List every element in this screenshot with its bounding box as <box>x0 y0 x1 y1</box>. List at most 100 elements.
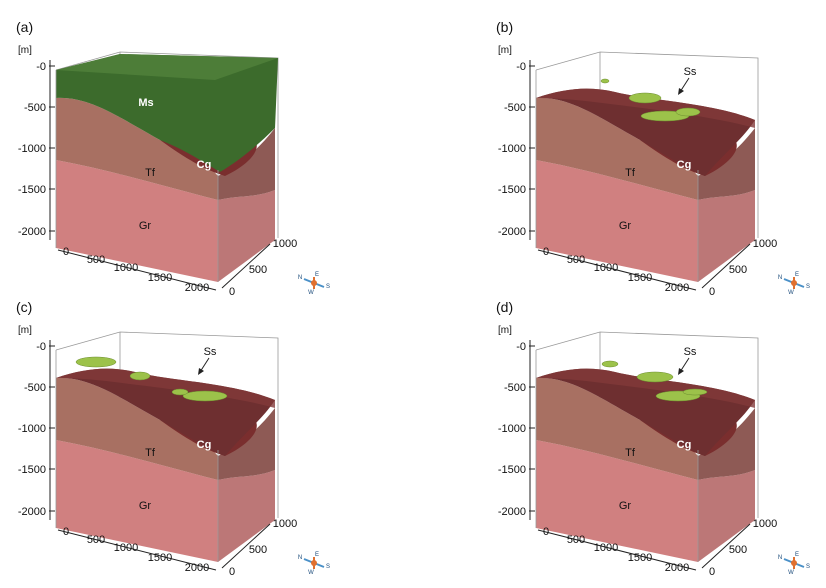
y-tick-label: 1000 <box>753 518 777 530</box>
compass-label-w: W <box>788 570 794 576</box>
z-unit-label: [m] <box>18 325 32 336</box>
layer-label-tf: Tf <box>145 167 156 179</box>
z-tick-label: -2000 <box>498 226 526 238</box>
layer-tf-side <box>218 128 275 200</box>
layer-tf-front <box>536 97 698 200</box>
x-tick-label: 1500 <box>148 552 172 564</box>
layer-gr-side <box>698 470 755 562</box>
compass-icon: N E S W <box>298 552 330 576</box>
y-tick-label: 0 <box>709 286 715 298</box>
y-tick-label: 500 <box>729 264 747 276</box>
compass-icon: N E S W <box>778 552 810 576</box>
compass-label-n: N <box>778 275 782 281</box>
compass-label-s: S <box>326 284 330 290</box>
layer-label-gr: Gr <box>619 220 632 232</box>
ss-patch <box>129 371 151 381</box>
x-tick-label: 1500 <box>148 272 172 284</box>
compass-center <box>791 280 797 286</box>
z-tick-label: -2000 <box>18 226 46 238</box>
compass-label-s: S <box>806 284 810 290</box>
layer-ms <box>56 54 278 172</box>
top-surface-highlight <box>536 88 755 128</box>
box-frame-back <box>55 51 279 238</box>
layer-label-cg: Cg <box>197 439 212 451</box>
compass-label-e: E <box>315 272 319 278</box>
y-axis <box>701 523 751 569</box>
panel-label: (b) <box>496 19 513 35</box>
layer-ms-top <box>56 54 278 80</box>
panel-a: (a) [m] -0 -500 -1000 -1500 -2000 Ms Cg Tf Gr 0 500 1… <box>16 19 330 298</box>
layer-gr-side <box>218 470 275 562</box>
compass-label-e: E <box>795 552 799 558</box>
y-tick-label: 1000 <box>273 238 297 250</box>
x-tick-label: 0 <box>543 526 549 538</box>
ss-patch <box>682 388 708 396</box>
layer-label-tf: Tf <box>625 447 636 459</box>
x-tick-label: 2000 <box>185 562 209 574</box>
x-tick-label: 500 <box>87 534 105 546</box>
ss-patch <box>601 360 619 368</box>
z-unit-label: [m] <box>498 45 512 56</box>
x-axis <box>57 249 217 291</box>
x-tick-label: 1500 <box>628 552 652 564</box>
x-tick-label: 1000 <box>594 542 618 554</box>
panel-b: (b) [m] -0 -500 -1000 -1500 -2000 Ss Cg Tf Gr 0 500 1… <box>496 19 810 298</box>
compass-label-s: S <box>326 564 330 570</box>
ss-patch <box>628 92 662 104</box>
ss-patch <box>182 390 228 402</box>
x-tick-label: 1000 <box>594 262 618 274</box>
z-tick-label: -1000 <box>18 423 46 435</box>
panel-label: (c) <box>16 299 32 315</box>
ss-pointer-head <box>678 88 684 95</box>
layer-label-ms: Ms <box>138 97 153 109</box>
panel-label: (d) <box>496 299 513 315</box>
y-tick-label: 0 <box>709 566 715 578</box>
ss-patch <box>75 356 117 368</box>
z-tick-label: -0 <box>516 61 526 73</box>
compass-center <box>311 280 317 286</box>
panel-label: (a) <box>16 19 33 35</box>
x-axis <box>537 249 697 291</box>
y-tick-label: 500 <box>729 544 747 556</box>
compass-label-n: N <box>778 555 782 561</box>
x-axis <box>57 529 217 571</box>
y-axis <box>221 243 271 289</box>
compass-label-s: S <box>806 564 810 570</box>
z-tick-label: -1500 <box>498 184 526 196</box>
layer-gr-front <box>56 160 218 282</box>
x-tick-label: 500 <box>567 534 585 546</box>
x-tick-label: 1000 <box>114 542 138 554</box>
compass-label-e: E <box>795 272 799 278</box>
layer-gr-front <box>56 440 218 562</box>
x-tick-label: 2000 <box>665 282 689 294</box>
panels-root: (a) [m] -0 -500 -1000 -1500 -2000 Ms Cg Tf Gr 0 500 1… <box>16 19 810 578</box>
compass-label-w: W <box>788 290 794 296</box>
z-tick-label: -1000 <box>498 143 526 155</box>
x-tick-label: 2000 <box>185 282 209 294</box>
layer-gr-side <box>218 190 275 282</box>
compass-label-e: E <box>315 552 319 558</box>
x-tick-label: 0 <box>63 246 69 258</box>
layer-label-gr: Gr <box>619 500 632 512</box>
compass-icon: N E S W <box>778 272 810 296</box>
z-tick-label: -0 <box>36 61 46 73</box>
layer-tf-front <box>56 377 218 480</box>
z-tick-label: -1000 <box>498 423 526 435</box>
compass-icon: N E S W <box>298 272 330 296</box>
z-tick-label: -500 <box>504 382 526 394</box>
ss-patch <box>675 107 701 117</box>
z-unit-label: [m] <box>18 45 32 56</box>
z-unit-label: [m] <box>498 325 512 336</box>
layer-label-cg: Cg <box>197 159 212 171</box>
compass-label-n: N <box>298 275 302 281</box>
y-tick-label: 500 <box>249 264 267 276</box>
z-tick-label: -500 <box>504 102 526 114</box>
ss-patch <box>600 78 610 84</box>
y-axis <box>221 523 271 569</box>
layer-tf-side <box>698 128 755 200</box>
layer-tf-side <box>218 408 275 480</box>
z-tick-label: -2000 <box>18 506 46 518</box>
layer-label-tf: Tf <box>145 447 156 459</box>
layer-gr-side <box>698 190 755 282</box>
